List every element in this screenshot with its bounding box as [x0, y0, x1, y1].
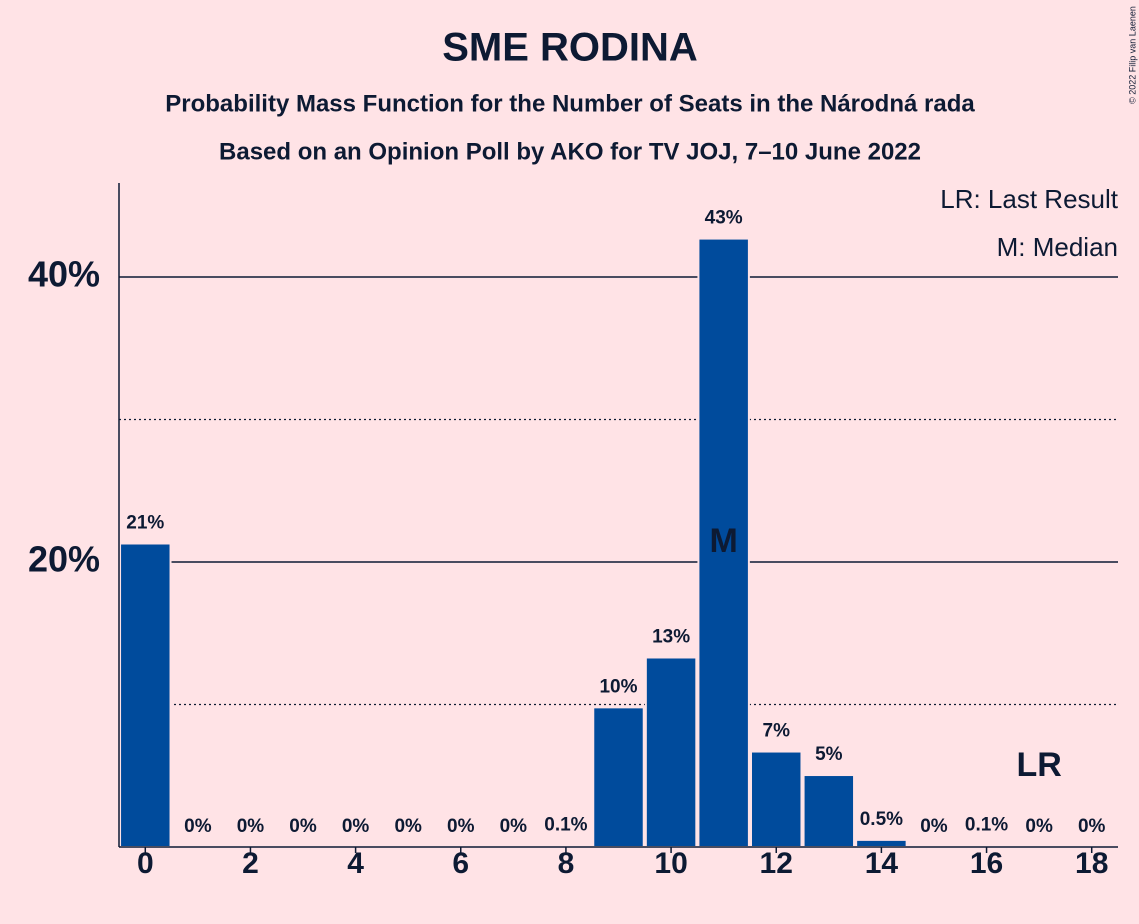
bar — [119, 542, 172, 848]
x-tick-label: 4 — [347, 847, 364, 880]
x-tick-label: 14 — [865, 847, 899, 880]
x-tick-label: 16 — [970, 847, 1003, 880]
value-label: 10% — [599, 676, 637, 697]
bar — [644, 656, 698, 848]
x-tick-label: 10 — [654, 847, 687, 880]
x-tick-label: 0 — [137, 847, 154, 880]
value-label: 0% — [920, 816, 948, 837]
value-label: 5% — [815, 744, 843, 765]
chart-title: SME RODINA — [442, 26, 698, 70]
value-label: 0% — [237, 816, 265, 837]
value-label: 43% — [705, 208, 743, 229]
chart-subtitle: Based on an Opinion Poll by AKO for TV J… — [219, 138, 921, 165]
value-label: 13% — [652, 627, 690, 648]
bar — [592, 706, 645, 849]
bar — [855, 838, 908, 849]
value-label: 0% — [289, 816, 317, 837]
value-label: 0% — [394, 816, 422, 837]
chart-subtitle: Probability Mass Function for the Number… — [165, 90, 975, 117]
value-label: 0% — [1025, 816, 1053, 837]
bar — [697, 237, 750, 849]
y-tick-label: 40% — [28, 254, 100, 295]
legend-entry: M: Median — [997, 232, 1118, 262]
y-tick-label: 20% — [28, 539, 100, 580]
value-label: 21% — [126, 513, 164, 534]
x-tick-label: 18 — [1075, 847, 1108, 880]
copyright: © 2022 Filip van Laenen — [1127, 6, 1137, 104]
x-tick-label: 12 — [760, 847, 793, 880]
value-label: 0% — [1078, 816, 1106, 837]
last-result-marker: LR — [1016, 746, 1061, 784]
value-label: 0% — [342, 816, 370, 837]
x-tick-label: 6 — [452, 847, 469, 880]
value-label: 7% — [763, 721, 791, 742]
x-tick-label: 2 — [242, 847, 259, 880]
value-label: 0% — [184, 816, 212, 837]
x-tick-label: 8 — [558, 847, 575, 880]
bar — [749, 750, 803, 848]
value-label: 0.1% — [544, 815, 587, 836]
value-label: 0% — [447, 816, 475, 837]
legend-entry: LR: Last Result — [940, 184, 1119, 214]
median-marker: M — [709, 522, 737, 560]
bar — [802, 774, 856, 848]
value-label: 0% — [500, 816, 528, 837]
value-label: 0.1% — [965, 815, 1008, 836]
value-label: 0.5% — [860, 809, 903, 830]
